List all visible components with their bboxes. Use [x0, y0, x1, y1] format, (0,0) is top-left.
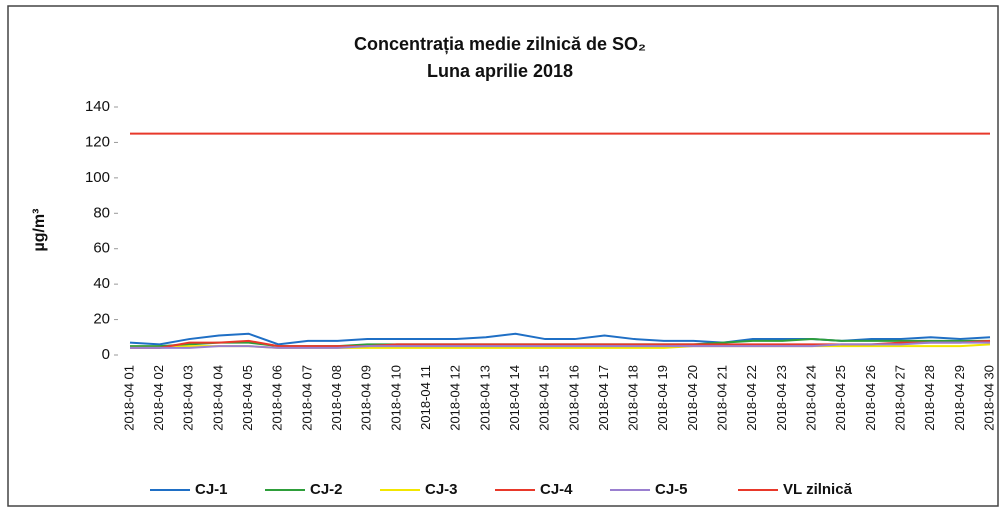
y-tick-label: 140	[85, 98, 110, 115]
x-tick-label: 2018-04 09	[359, 365, 374, 431]
y-tick-label: 20	[93, 311, 110, 328]
x-tick-label: 2018-04 10	[388, 365, 403, 431]
x-tick-label: 2018-04 02	[151, 365, 166, 431]
x-tick-label: 2018-04 15	[537, 365, 552, 431]
x-tick-label: 2018-04 20	[685, 365, 700, 431]
legend-label: CJ-5	[655, 481, 688, 498]
series-line	[130, 341, 990, 349]
legend-label: CJ-4	[540, 481, 573, 498]
legend-label: CJ-3	[425, 481, 458, 498]
x-tick-label: 2018-04 01	[121, 365, 136, 431]
y-tick-label: 100	[85, 169, 110, 186]
x-tick-label: 2018-04 22	[744, 365, 759, 431]
x-tick-label: 2018-04 26	[863, 365, 878, 431]
x-tick-label: 2018-04 30	[981, 365, 996, 431]
x-tick-label: 2018-04 23	[774, 365, 789, 431]
legend-label: CJ-2	[310, 481, 343, 498]
x-tick-label: 2018-04 05	[240, 365, 255, 431]
x-tick-label: 2018-04 16	[566, 365, 581, 431]
y-tick-label: 80	[93, 204, 110, 221]
x-tick-label: 2018-04 14	[507, 365, 522, 431]
chart-frame	[7, 5, 999, 507]
y-tick-label: 120	[85, 133, 110, 150]
legend-label: VL zilnică	[783, 481, 853, 498]
x-tick-label: 2018-04 21	[715, 365, 730, 431]
x-tick-label: 2018-04 29	[952, 365, 967, 431]
y-tick-label: 60	[93, 240, 110, 257]
x-tick-label: 2018-04 19	[655, 365, 670, 431]
x-tick-label: 2018-04 18	[626, 365, 641, 431]
x-tick-label: 2018-04 08	[329, 365, 344, 431]
y-axis-label: µg/m³	[31, 209, 48, 252]
x-tick-label: 2018-04 13	[477, 365, 492, 431]
chart-title: Concentrația medie zilnică de SO₂	[354, 34, 646, 54]
x-tick-label: 2018-04 17	[596, 365, 611, 431]
x-tick-label: 2018-04 04	[210, 365, 225, 431]
x-tick-label: 2018-04 11	[418, 365, 433, 430]
x-tick-label: 2018-04 25	[833, 365, 848, 431]
x-tick-label: 2018-04 07	[299, 365, 314, 431]
x-tick-label: 2018-04 06	[270, 365, 285, 431]
y-tick-label: 40	[93, 275, 110, 292]
x-tick-label: 2018-04 24	[804, 365, 819, 431]
y-tick-label: 0	[102, 346, 110, 363]
legend-label: CJ-1	[195, 481, 228, 498]
x-tick-label: 2018-04 12	[448, 365, 463, 431]
x-tick-label: 2018-04 27	[892, 365, 907, 431]
x-tick-label: 2018-04 03	[181, 365, 196, 431]
chart-subtitle: Luna aprilie 2018	[427, 61, 573, 81]
x-tick-label: 2018-04 28	[922, 365, 937, 431]
